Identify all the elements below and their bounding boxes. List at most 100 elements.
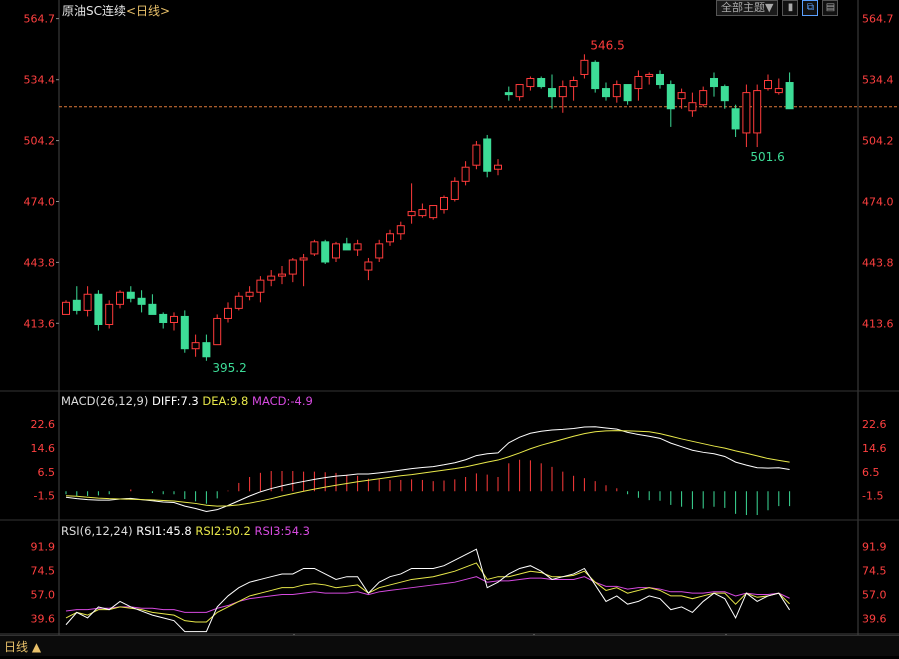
candle-body <box>591 61 600 90</box>
candle-body <box>710 77 718 88</box>
candle-body <box>656 73 664 86</box>
rsi2-line <box>65 562 790 623</box>
candle-body <box>742 92 751 134</box>
rsi-tick-label: 57.0 <box>862 589 887 602</box>
candle-body <box>429 205 438 219</box>
price-tick-label: 474.0 <box>24 196 56 209</box>
rsi-tick-label: 91.9 <box>862 541 887 554</box>
price-tick-label: 504.2 <box>862 135 894 148</box>
candle-body <box>753 90 762 134</box>
period-tab[interactable]: 日线 ▲ <box>4 640 42 654</box>
candle-body <box>774 88 783 94</box>
candle-body <box>170 315 178 323</box>
candle-body <box>191 342 200 350</box>
candle-body <box>267 275 276 281</box>
rsi-tick-label: 57.0 <box>31 589 56 602</box>
candle-body <box>634 75 643 90</box>
price-tick-label: 534.4 <box>24 74 56 87</box>
layout-icon[interactable]: ▤ <box>822 0 839 16</box>
candle-body <box>569 80 578 88</box>
candle-body <box>310 241 319 255</box>
theme-label: 全部主题 <box>721 1 765 14</box>
candle-body <box>94 293 103 326</box>
macd-tick-label: -1.5 <box>862 490 883 503</box>
macd-tick-label: 6.5 <box>862 466 880 479</box>
candle-body <box>278 273 286 277</box>
rsi1-line <box>65 548 791 633</box>
candle-body <box>83 293 92 311</box>
candle-body <box>386 233 394 243</box>
candle-body <box>526 77 535 88</box>
candle-body <box>364 261 373 271</box>
candle-body <box>602 88 610 98</box>
dea-value: DEA:9.8 <box>202 394 249 408</box>
low-annotation: 395.2 <box>212 361 246 375</box>
candle-body <box>515 84 524 98</box>
chart-header: 原油SC连续<日线> <box>62 2 170 19</box>
candle-body <box>332 243 340 259</box>
candle-body <box>105 303 114 326</box>
candle-body <box>483 138 492 172</box>
candle-body <box>353 243 362 251</box>
candle-body <box>342 243 351 251</box>
candle-body <box>645 73 654 77</box>
candle-body <box>72 299 81 311</box>
candle-body <box>396 225 405 235</box>
candle-body <box>720 86 729 102</box>
candle-body <box>245 291 254 297</box>
macd-value: MACD:-4.9 <box>252 394 313 408</box>
candle-body <box>213 317 222 346</box>
price-tick-label: 504.2 <box>24 135 56 148</box>
candle-body <box>126 291 135 299</box>
theme-select[interactable]: 全部主题▼ <box>716 0 779 16</box>
candle-body <box>785 82 794 110</box>
candle-body <box>450 180 459 200</box>
rsi1-value: RSI1:45.8 <box>136 524 192 538</box>
candle-body <box>504 92 513 96</box>
diff-value: DIFF:7.3 <box>152 394 199 408</box>
candlestick-icon[interactable]: ⧉ <box>802 0 819 16</box>
candle-body <box>472 144 481 166</box>
candle-body <box>321 241 330 263</box>
macd-tick-label: -1.5 <box>34 490 55 503</box>
candle-body <box>407 211 416 217</box>
price-tick-label: 443.8 <box>24 256 56 269</box>
high-annotation: 546.5 <box>590 38 624 52</box>
candle-body <box>62 301 70 315</box>
candle-body <box>461 166 470 182</box>
candle-body <box>116 291 124 305</box>
candle-body <box>375 243 384 259</box>
candle-body <box>580 59 589 75</box>
candle-body <box>731 108 740 130</box>
candle-body <box>558 86 567 98</box>
candle-body <box>299 257 308 261</box>
rsi-tick-label: 74.5 <box>31 565 56 578</box>
price-tick-label: 413.6 <box>862 317 894 330</box>
candle-body <box>159 313 168 323</box>
bar-chart-icon[interactable]: ▮ <box>782 0 799 16</box>
candle-body <box>288 259 297 275</box>
price-tick-label: 564.7 <box>862 13 894 26</box>
candle-body <box>148 303 157 315</box>
rsi-tick-label: 39.6 <box>31 612 56 625</box>
candle-body <box>537 77 546 88</box>
macd-legend: MACD(26,12,9) DIFF:7.3 DEA:9.8 MACD:-4.9 <box>61 394 313 408</box>
candle-body <box>256 279 265 293</box>
macd-tick-label: 14.6 <box>862 442 887 455</box>
rsi-tick-label: 39.6 <box>862 612 887 625</box>
timeframe-label[interactable]: <日线> <box>126 4 171 18</box>
rsi3-value: RSI3:54.3 <box>254 524 310 538</box>
candle-body <box>666 84 675 110</box>
macd-title: MACD(26,12,9) <box>61 394 149 408</box>
top-toolbar: 全部主题▼ ▮ ⧉ ▤ <box>716 0 839 16</box>
rsi2-value: RSI2:50.2 <box>195 524 251 538</box>
candle-body <box>418 209 427 217</box>
price-tick-label: 534.4 <box>862 74 894 87</box>
price-tick-label: 443.8 <box>862 256 894 269</box>
price-tick-label: 564.7 <box>24 13 56 26</box>
macd-tick-label: 22.6 <box>31 418 56 431</box>
chevron-down-icon: ▼ <box>765 1 774 14</box>
candle-body <box>612 84 621 98</box>
